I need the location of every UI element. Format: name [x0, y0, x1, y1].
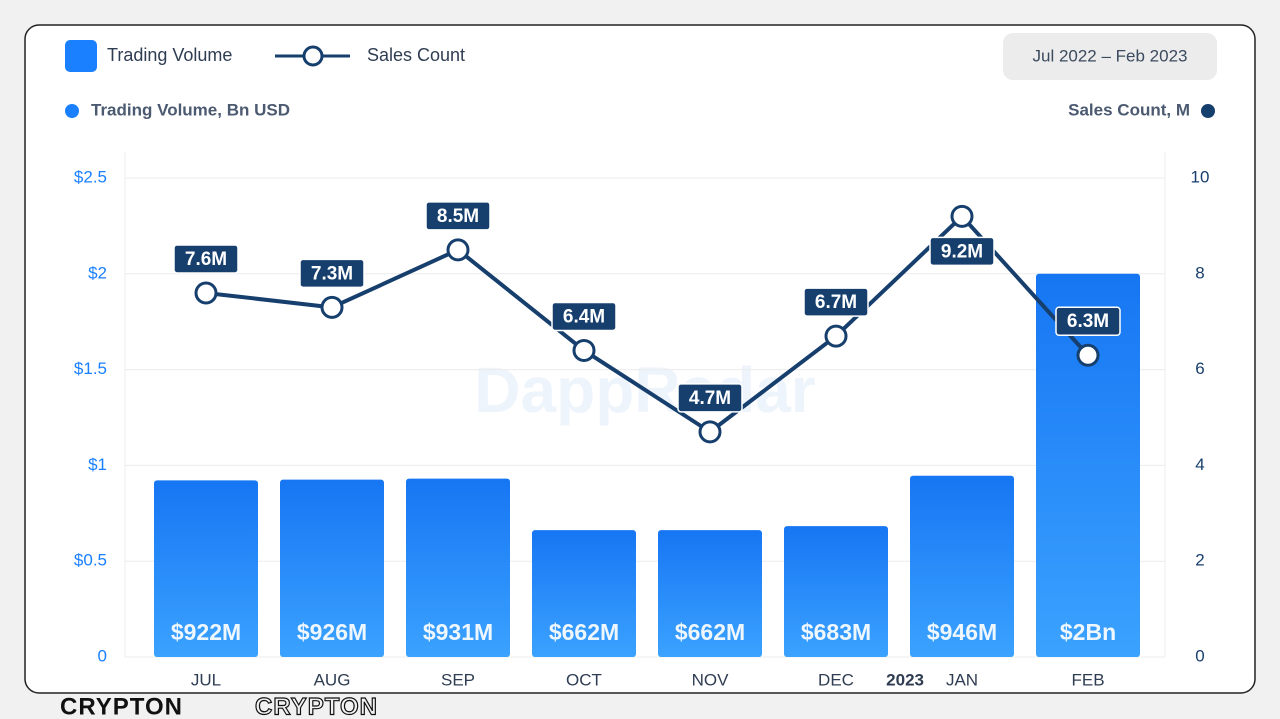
line-marker: [572, 338, 596, 362]
line-marker: [824, 324, 848, 348]
bar: [910, 475, 1014, 657]
brand: CRYPTON: [60, 693, 183, 719]
bar: [154, 480, 258, 657]
line-label-box: [173, 244, 239, 274]
line-value-label: 8.5M: [437, 206, 479, 227]
line-label-box: [803, 287, 869, 317]
sales-line: [205, 214, 1090, 434]
x-tick-label: FEB: [1071, 670, 1104, 689]
legend-swatch: [65, 40, 97, 72]
bar-value-label: $926M: [297, 619, 367, 645]
line-value-label: 6.7M: [815, 292, 857, 313]
y-tick-label: 0: [98, 646, 107, 665]
bar: [1036, 273, 1140, 657]
line-marker: [950, 204, 974, 228]
y-tick-label: $1.5: [74, 359, 107, 378]
x-tick-label: NOV: [692, 670, 730, 689]
bar: [532, 530, 636, 657]
x-tick-label: SEP: [441, 670, 475, 689]
line-marker: [698, 420, 722, 444]
y-tick-label: $2: [88, 263, 107, 282]
y-axis-title: Trading Volume, Bn USD: [91, 100, 290, 119]
line-label-box: [425, 201, 491, 231]
year-annotation: 2023: [886, 670, 924, 689]
line-marker: [194, 281, 218, 305]
line-label-box: [677, 383, 743, 413]
axis-dot: [1201, 104, 1215, 118]
x-tick-label: JAN: [946, 670, 978, 689]
y-tick-label: $2.5: [74, 167, 107, 186]
line-value-label: 7.3M: [311, 263, 353, 284]
line-value-label: 9.2M: [941, 241, 983, 262]
y2-tick-label: 8: [1195, 263, 1204, 282]
date-range-button[interactable]: [1003, 33, 1217, 80]
line-label-box: [1055, 306, 1121, 336]
bar-value-label: $922M: [171, 619, 241, 645]
line-marker: [1076, 343, 1100, 367]
bar: [406, 478, 510, 657]
y2-tick-label: 2: [1195, 551, 1204, 570]
line-label-box: [299, 258, 365, 289]
bar-value-label: $662M: [549, 619, 619, 645]
brand-outline: CRYPTON: [255, 693, 378, 719]
y-tick-label: $1: [88, 455, 107, 474]
line-label-box: [929, 236, 995, 267]
x-tick-label: DEC: [818, 670, 854, 689]
bar-value-label: $946M: [927, 619, 997, 645]
legend-label: Sales Count: [367, 45, 465, 65]
line-marker: [320, 295, 344, 319]
y-tick-label: $0.5: [74, 551, 107, 570]
y2-tick-label: 0: [1195, 646, 1204, 665]
y2-axis-title: Sales Count, M: [1068, 100, 1190, 119]
x-tick-label: AUG: [314, 670, 351, 689]
date-range-label[interactable]: Jul 2022 – Feb 2023: [1032, 46, 1187, 65]
axis-dot: [65, 104, 79, 118]
line-value-label: 4.7M: [689, 388, 731, 409]
x-tick-label: OCT: [566, 670, 602, 689]
legend-label: Trading Volume: [107, 45, 232, 65]
bar: [280, 479, 384, 657]
line-value-label: 7.6M: [185, 249, 227, 270]
bar-value-label: $2Bn: [1060, 619, 1116, 645]
x-tick-label: JUL: [191, 670, 221, 689]
line-label-box: [551, 301, 617, 332]
bar-value-label: $662M: [675, 619, 745, 645]
bar-value-label: $931M: [423, 619, 493, 645]
y2-tick-label: 10: [1191, 167, 1210, 186]
line-value-label: 6.3M: [1067, 311, 1109, 332]
line-value-label: 6.4M: [563, 306, 605, 327]
y2-tick-label: 4: [1195, 455, 1204, 474]
bar: [784, 526, 888, 657]
legend-marker: [302, 45, 324, 67]
line-marker: [446, 238, 470, 262]
bar: [658, 530, 762, 657]
y2-tick-label: 6: [1195, 359, 1204, 378]
bar-value-label: $683M: [801, 619, 871, 645]
